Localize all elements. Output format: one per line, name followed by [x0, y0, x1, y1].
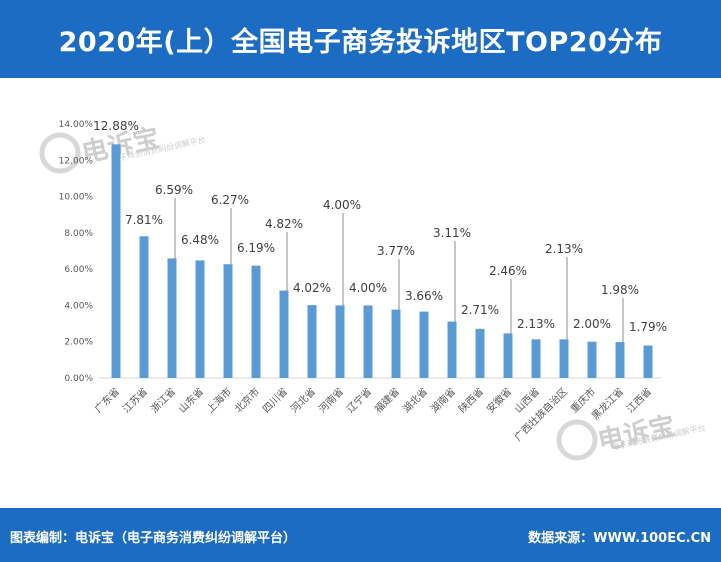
y-tick-label: 10.00% [59, 193, 94, 203]
x-tick-label: 湖北省 [400, 385, 430, 415]
y-tick-label: 4.00% [64, 301, 93, 311]
watermark-logo-icon-bottom [556, 419, 598, 461]
bars [111, 144, 653, 378]
bar [531, 339, 541, 378]
x-axis-labels: 广东省 江苏省 浙江省 山东省 上海市 北京市 四川省 河北省 河南省 辽宁省 福建省 湖北省 湖南省陕… [92, 385, 654, 444]
chart-title: 2020年(上）全国电子商务投诉地区TOP20分布 [58, 26, 663, 58]
value-label: 3.77% [377, 244, 415, 258]
value-label: 2.13% [517, 317, 555, 331]
value-label: 4.82% [265, 217, 303, 231]
value-label: 12.88% [93, 119, 139, 133]
x-tick-label: 河北省 [288, 385, 318, 415]
bar [503, 333, 513, 378]
bar [419, 311, 429, 378]
value-label: 6.59% [155, 183, 193, 197]
bar [223, 264, 233, 378]
value-label: 4.00% [323, 198, 361, 212]
x-tick-label: 辽宁省 [344, 385, 374, 415]
value-label: 6.48% [181, 233, 219, 247]
bar [559, 339, 569, 378]
x-tick-label: 浙江省 [148, 385, 178, 415]
bar [363, 305, 373, 378]
y-axis: 0.00% 2.00% 4.00% 6.00% 8.00% 10.00% 12.00% 14.… [59, 120, 662, 384]
value-label: 2.13% [545, 242, 583, 256]
value-label: 4.00% [349, 281, 387, 295]
value-label: 4.02% [293, 281, 331, 295]
bar [167, 258, 177, 378]
x-tick-label: 陕西省 [456, 385, 486, 415]
watermark-logo-icon [39, 132, 81, 174]
bar [195, 260, 205, 378]
x-tick-label: 江西省 [624, 385, 654, 415]
x-tick-label: 上海市 [204, 385, 234, 415]
label-leader-lines [174, 198, 624, 343]
y-tick-label: 12.00% [59, 156, 94, 166]
x-tick-label: 福建省 [372, 385, 402, 415]
value-label: 1.98% [601, 283, 639, 297]
x-tick-label: 安徽省 [484, 385, 514, 415]
x-tick-label: 山东省 [176, 385, 206, 415]
x-tick-label: 四川省 [260, 385, 290, 415]
bar [111, 144, 121, 378]
y-tick-label: 0.00% [64, 374, 93, 384]
x-tick-label: 河南省 [316, 385, 346, 415]
y-tick-label: 2.00% [64, 338, 93, 348]
x-tick-label: 江苏省 [120, 385, 150, 415]
footer-source: 数据来源：WWW.100EC.CN [528, 531, 711, 546]
y-tick-label: 14.00% [59, 120, 94, 130]
bar-chart: 电诉宝 电子商务消费纠纷调解平台 电诉宝 电子商务消费纠纷调解平台 0.00%2… [39, 119, 706, 461]
footer-bar: 图表编制：电诉宝（电子商务消费纠纷调解平台） 数据来源：WWW.100EC.CN [0, 508, 721, 562]
bar [587, 341, 597, 378]
x-tick-label: 湖南省 [428, 385, 458, 415]
bar [475, 328, 485, 378]
bar [447, 321, 457, 378]
bar [615, 342, 625, 378]
value-label: 2.00% [573, 317, 611, 331]
bar [391, 309, 401, 378]
y-tick-label: 6.00% [64, 265, 93, 275]
value-label: 3.66% [405, 289, 443, 303]
value-label: 7.81% [125, 213, 163, 227]
value-label: 3.11% [433, 226, 471, 240]
footer-credit: 图表编制：电诉宝（电子商务消费纠纷调解平台） [10, 531, 297, 546]
bar [643, 345, 653, 378]
watermark-bottom: 电诉宝 电子商务消费纠纷调解平台 [556, 410, 706, 461]
bar [279, 290, 289, 378]
value-label: 2.71% [461, 303, 499, 317]
value-label: 6.19% [237, 241, 275, 255]
bar [335, 305, 345, 378]
y-tick-label: 8.00% [64, 229, 93, 239]
bar [307, 305, 317, 378]
x-tick-label: 广东省 [92, 385, 122, 415]
chart-area: 电诉宝 电子商务消费纠纷调解平台 电诉宝 电子商务消费纠纷调解平台 0.00%2… [0, 78, 721, 508]
x-tick-label: 北京市 [232, 385, 262, 415]
value-label: 1.79% [629, 320, 667, 334]
header-bar: 2020年(上）全国电子商务投诉地区TOP20分布 [0, 0, 721, 78]
value-labels: 12.88% 7.81% 6.59% 6.48% 6.27% 6.19% 4.82% 4.02… [93, 119, 667, 334]
value-label: 2.46% [489, 264, 527, 278]
bar [251, 265, 261, 378]
value-label: 6.27% [211, 193, 249, 207]
bar [139, 236, 149, 378]
